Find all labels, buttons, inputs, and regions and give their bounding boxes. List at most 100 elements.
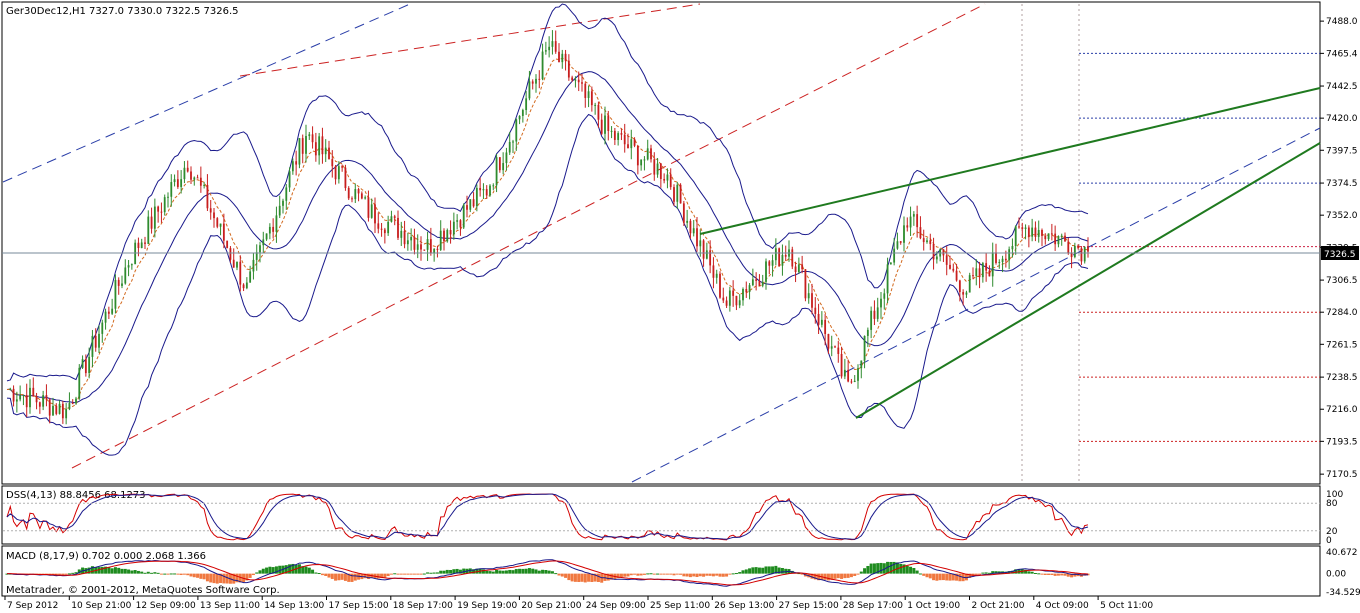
trendlines bbox=[699, 87, 1321, 419]
macd-histogram-bar bbox=[521, 568, 525, 574]
candle-body bbox=[121, 283, 123, 286]
macd-histogram-bar bbox=[642, 573, 646, 575]
macd-histogram-bar bbox=[945, 573, 949, 581]
candle-body bbox=[998, 262, 1001, 264]
macd-histogram-bar bbox=[376, 573, 380, 579]
macd-histogram-bar bbox=[955, 573, 959, 581]
candle-body bbox=[682, 203, 685, 223]
macd-histogram-bar bbox=[731, 573, 735, 575]
candle-body bbox=[265, 233, 268, 240]
candle-body bbox=[216, 218, 219, 227]
macd-histogram-bar bbox=[347, 573, 351, 582]
macd-histogram-bar bbox=[889, 561, 893, 574]
candle-body bbox=[403, 230, 406, 245]
macd-histogram-bar bbox=[797, 573, 801, 575]
candle-body bbox=[275, 215, 278, 232]
candle-body bbox=[377, 223, 380, 229]
candle-body bbox=[794, 266, 797, 272]
price-tick-label: 7193.5 bbox=[1326, 437, 1358, 447]
candle-body bbox=[147, 216, 150, 244]
candle-body bbox=[1018, 226, 1020, 228]
candle-body bbox=[834, 346, 836, 348]
macd-histogram-bar bbox=[596, 573, 600, 582]
grid-layer bbox=[1021, 4, 1320, 482]
candle-body bbox=[1060, 235, 1063, 237]
time-tick-label: 27 Sep 15:00 bbox=[779, 601, 839, 611]
macd-histogram-bar bbox=[577, 573, 581, 582]
candle-body bbox=[735, 295, 738, 306]
candle-body bbox=[186, 167, 189, 172]
candle-body bbox=[301, 138, 304, 154]
candle-body bbox=[893, 248, 896, 263]
candle-body bbox=[416, 244, 419, 250]
macd-histogram-bar bbox=[54, 573, 58, 575]
candle-body bbox=[1080, 248, 1083, 262]
candle-body bbox=[288, 171, 291, 188]
candle-body bbox=[101, 322, 104, 334]
candle-body bbox=[673, 187, 675, 202]
macd-histogram-bar bbox=[439, 570, 443, 574]
macd-histogram-bar bbox=[698, 573, 702, 577]
macd-histogram-bar bbox=[406, 573, 410, 575]
candle-body bbox=[252, 259, 255, 272]
macd-histogram-bar bbox=[452, 569, 456, 574]
candle-body bbox=[732, 290, 735, 296]
macd-histogram-bar bbox=[199, 573, 203, 579]
time-tick-label: 5 Oct 11:00 bbox=[1100, 601, 1153, 611]
macd-histogram-bar bbox=[695, 573, 699, 578]
macd-histogram-bar bbox=[669, 573, 673, 575]
price-tick-label: 7465.4 bbox=[1326, 49, 1358, 59]
macd-histogram-bar bbox=[899, 563, 903, 574]
macd-histogram-bar bbox=[856, 573, 860, 575]
candle-body bbox=[456, 220, 459, 222]
macd-histogram-bar bbox=[5, 573, 9, 575]
macd-histogram-bar bbox=[314, 572, 318, 574]
macd-histogram-bar bbox=[301, 566, 305, 574]
macd-histogram-bar bbox=[662, 573, 666, 575]
macd-histogram-bar bbox=[215, 573, 219, 584]
macd-histogram-bar bbox=[173, 573, 177, 575]
macd-histogram-bar bbox=[235, 573, 239, 583]
candle-body bbox=[354, 189, 357, 200]
candle-body bbox=[374, 204, 376, 224]
dss-lines bbox=[6, 493, 1089, 541]
candle-body bbox=[748, 285, 751, 293]
candle-body bbox=[104, 311, 107, 323]
candle-body bbox=[758, 280, 761, 286]
macd-histogram-bar bbox=[353, 573, 357, 581]
candle-body bbox=[157, 206, 160, 212]
macd-histogram-bar bbox=[136, 570, 140, 574]
macd-histogram-bar bbox=[994, 571, 998, 574]
macd-histogram-bar bbox=[702, 573, 706, 577]
macd-histogram-bar bbox=[734, 573, 738, 575]
candle-body bbox=[341, 166, 344, 168]
candle-body bbox=[285, 187, 288, 201]
candle-body bbox=[981, 263, 984, 278]
macd-histogram-bar bbox=[810, 573, 814, 579]
candle-body bbox=[771, 260, 774, 266]
macd-histogram-bar bbox=[905, 565, 909, 574]
candle-body bbox=[446, 230, 449, 242]
macd-histogram-bar bbox=[570, 573, 574, 582]
macd-histogram-bar bbox=[718, 573, 722, 577]
macd-histogram-bar bbox=[291, 563, 295, 574]
macd-histogram-bar bbox=[133, 570, 137, 574]
candle-body bbox=[889, 262, 892, 265]
time-tick-label: 14 Sep 13:00 bbox=[264, 601, 324, 611]
candle-body bbox=[278, 205, 281, 216]
macd-title: MACD (8,17,9) 0.702 0.000 2.068 1.366 bbox=[6, 551, 206, 562]
macd-histogram-bar bbox=[258, 570, 262, 574]
candle-body bbox=[291, 161, 294, 172]
candle-body bbox=[357, 189, 360, 194]
macd-histogram-bar bbox=[623, 573, 627, 577]
main-chart-pane[interactable] bbox=[1, 1, 1321, 485]
candle-body bbox=[814, 307, 817, 314]
candle-body bbox=[870, 310, 873, 330]
candle-body bbox=[837, 347, 840, 354]
price-tick-label: 7238.5 bbox=[1326, 373, 1358, 383]
macd-histogram-bar bbox=[485, 570, 489, 574]
macd-histogram-bar bbox=[978, 573, 982, 575]
candle-body bbox=[61, 403, 64, 419]
candle-body bbox=[505, 152, 508, 164]
